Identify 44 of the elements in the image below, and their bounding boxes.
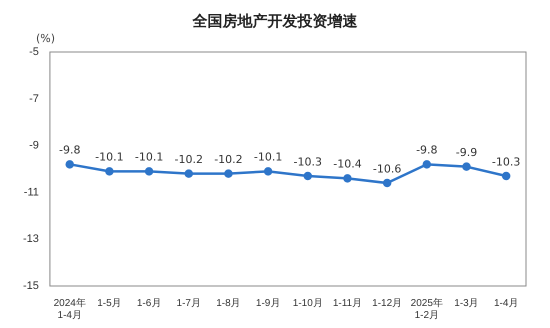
data-label: -10.1 (95, 150, 124, 164)
chart-title: 全国房地产开发投资增速 (191, 12, 358, 31)
point (304, 172, 312, 180)
x-tick-label: 1-6月 (136, 298, 162, 309)
data-label: -10.3 (294, 155, 322, 168)
data-label: -10.1 (134, 150, 164, 164)
data-label: -10.6 (372, 162, 402, 176)
point (65, 160, 74, 169)
y-tick-label: -13 (22, 233, 39, 246)
y-tick-label: -15 (22, 280, 39, 292)
point (422, 160, 432, 169)
data-label: -10.2 (174, 153, 203, 166)
x-tick-label: 1-11月 (332, 298, 362, 309)
point (105, 167, 114, 176)
x-tick-label: 2024年 1-4月 (54, 296, 86, 321)
point (264, 167, 272, 176)
x-tick-label: 1-3月 (454, 298, 479, 309)
y-tick-label: -5 (29, 46, 39, 58)
point (224, 169, 233, 178)
data-label: -9.9 (456, 146, 478, 160)
y-tick-label: -9 (29, 140, 39, 152)
x-tick-label: 1-4月 (494, 298, 518, 309)
x-tick-label: 1-9月 (256, 298, 280, 309)
point (343, 174, 352, 183)
x-tick-label: 2025年 1-2月 (410, 296, 443, 321)
point (144, 167, 154, 176)
data-label: -10.1 (254, 150, 282, 164)
data-label: -9.8 (416, 144, 438, 157)
data-label: -10.2 (214, 153, 243, 166)
x-tick-label: 1-8月 (216, 298, 241, 309)
y-tick-label: -11 (24, 186, 39, 198)
y-axis-title: (%) (36, 32, 56, 45)
data-label: -9.8 (59, 144, 80, 157)
point (502, 172, 510, 180)
point (184, 169, 194, 178)
x-tick-label: 1-5月 (97, 298, 122, 309)
x-tick-label: 1-12月 (372, 298, 402, 309)
point (382, 178, 392, 188)
data-label: -10.4 (333, 158, 362, 171)
x-tick-label: 1-10月 (292, 298, 323, 309)
data-label: -10.3 (492, 155, 520, 168)
point (462, 162, 471, 171)
x-tick-label: 1-7月 (176, 298, 201, 309)
y-tick-label: -7 (29, 92, 39, 105)
